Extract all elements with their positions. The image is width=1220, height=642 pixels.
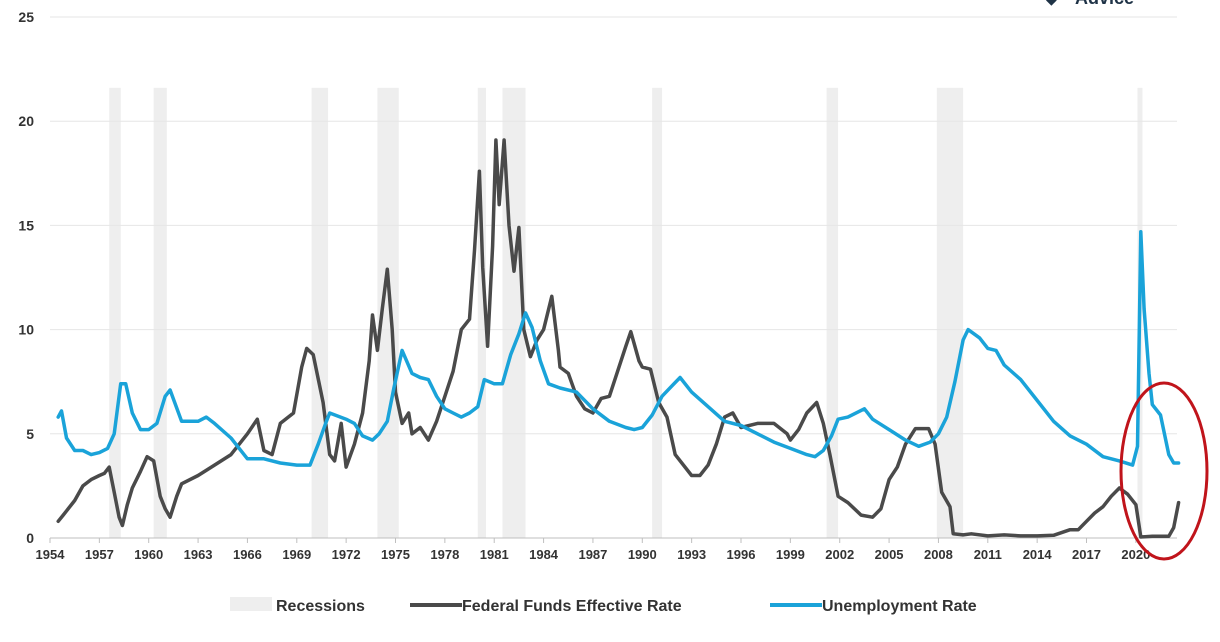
x-tick-label: 1957 — [85, 547, 114, 562]
x-tick-label: 1978 — [430, 547, 459, 562]
y-tick-label: 15 — [18, 217, 34, 233]
gridlines — [50, 16, 1177, 435]
x-tick-label: 1981 — [480, 547, 509, 562]
x-tick-label: 1984 — [529, 547, 559, 562]
x-tick-label: 2017 — [1072, 547, 1101, 562]
y-tick-label: 0 — [26, 530, 34, 546]
x-tick-label: 1987 — [578, 547, 607, 562]
x-tick-label: 1993 — [677, 547, 706, 562]
x-tick-label: 1972 — [332, 547, 361, 562]
y-tick-label: 10 — [18, 322, 34, 338]
brand-mark-icon: ◆ — [1046, 0, 1057, 7]
x-tick-label: 2005 — [875, 547, 904, 562]
x-tick-label: 1966 — [233, 547, 262, 562]
x-tick-label: 1954 — [36, 547, 66, 562]
recession-band — [109, 87, 121, 538]
x-tick-label: 1990 — [628, 547, 657, 562]
x-tick-label: 1969 — [282, 547, 311, 562]
x-axis-ticks: 1954 1957 1960 1963 1966 1969 1972 1975 1978 1981… — [36, 538, 1150, 562]
series-line-federal-funds-effective-rate — [56, 138, 1181, 539]
x-tick-label: 1999 — [776, 547, 805, 562]
x-tick-label: 2011 — [974, 547, 1002, 562]
recession-bands — [109, 87, 1143, 538]
x-tick-label: 1975 — [381, 547, 410, 562]
legend-swatch-recessions — [230, 597, 272, 611]
recession-band — [477, 87, 486, 538]
y-tick-label: 5 — [26, 426, 34, 442]
legend: Recessions Federal Funds Effective Rate Un… — [230, 597, 977, 615]
x-tick-label: 1996 — [727, 547, 756, 562]
y-tick-label: 25 — [18, 9, 34, 25]
highlight-circle — [1119, 381, 1209, 561]
brand-logo: Advice ◆ — [1046, 0, 1134, 8]
legend-label: Federal Funds Effective Rate — [462, 598, 682, 615]
legend-label: Recessions — [276, 598, 365, 615]
x-tick-label: 2008 — [924, 547, 953, 562]
x-tick-label: 1963 — [184, 547, 213, 562]
brand-text: Advice — [1075, 0, 1134, 8]
x-tick-label: 2002 — [825, 547, 854, 562]
recession-band — [936, 87, 964, 538]
x-tick-label: 2020 — [1121, 547, 1150, 562]
x-tick-label: 2014 — [1023, 547, 1053, 562]
y-axis-ticks: 0 5 10 15 20 25 — [18, 9, 34, 546]
legend-label: Unemployment Rate — [822, 598, 977, 615]
x-tick-label: 1960 — [134, 547, 163, 562]
series-lines — [56, 138, 1181, 539]
recession-band — [652, 87, 663, 538]
series-line-unemployment-rate — [56, 229, 1181, 467]
y-tick-label: 20 — [18, 113, 34, 129]
recession-band — [311, 87, 329, 538]
recession-band — [826, 87, 839, 538]
